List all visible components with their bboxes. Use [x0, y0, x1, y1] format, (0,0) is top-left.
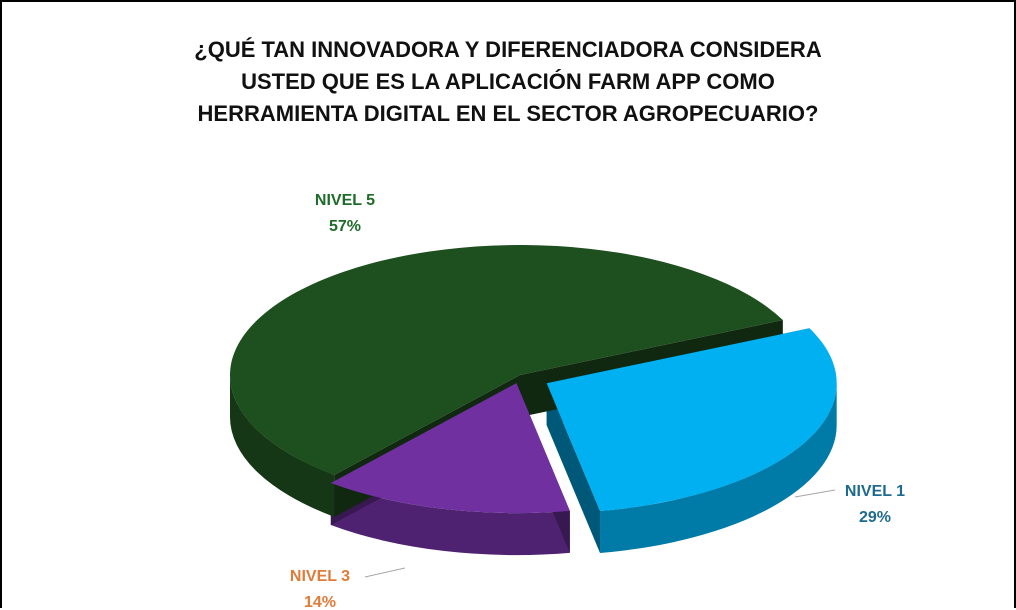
category-label: NIVEL 5 [315, 192, 375, 209]
pie-slice [230, 245, 783, 475]
value-label: 57% [329, 218, 361, 235]
pie-edge [546, 383, 601, 554]
value-label: 29% [859, 509, 891, 526]
leader-line [794, 489, 836, 498]
pie-side [230, 375, 335, 517]
pie-side [330, 483, 570, 556]
category-label: NIVEL 3 [290, 568, 350, 585]
pie-slice [546, 328, 837, 512]
pie-slice [330, 383, 570, 514]
leader-line [364, 567, 406, 578]
value-label: 14% [304, 594, 336, 610]
pie-side [600, 383, 837, 554]
chart-title: ¿QUÉ TAN INNOVADORA Y DIFERENCIADORA CON… [194, 37, 822, 126]
category-label: NIVEL 1 [845, 483, 905, 500]
